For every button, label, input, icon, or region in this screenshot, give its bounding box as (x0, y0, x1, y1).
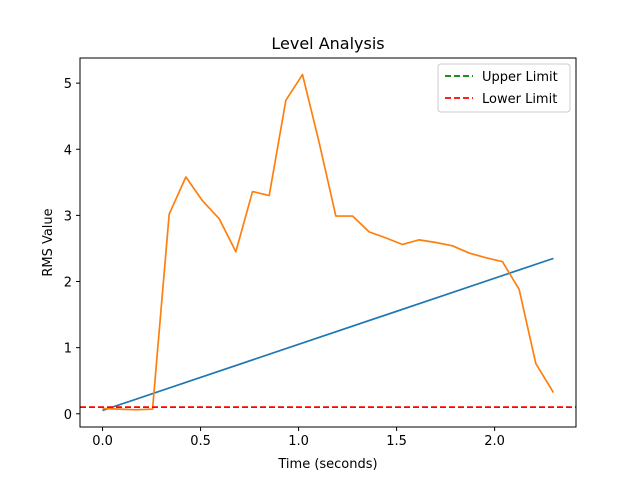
plot-area (80, 58, 576, 427)
series-layer (102, 73, 555, 412)
series-line-1 (102, 73, 555, 411)
x-tick-label: 0.0 (92, 434, 113, 449)
plot-frame (79, 57, 577, 428)
x-tick-label: 0.5 (190, 434, 211, 449)
x-axis-label: Time (seconds) (277, 457, 377, 472)
y-tick-label: 4 (64, 143, 72, 158)
y-tick-label: 1 (64, 342, 72, 357)
y-tick-label: 5 (64, 77, 72, 92)
y-tick-label: 0 (64, 408, 72, 423)
axis-ticks: 0.0 0.5 1.0 1.5 2.0 0 1 2 3 4 5 (64, 77, 505, 449)
legend-box (437, 63, 571, 113)
legend-label-lower-limit: Lower Limit (482, 92, 557, 107)
y-axis-label: RMS Value (41, 208, 56, 276)
y-tick-label: 2 (64, 276, 72, 291)
series-line-0 (102, 257, 554, 412)
legend: Upper Limit Lower Limit (437, 63, 571, 113)
x-tick-label: 2.0 (484, 434, 505, 449)
y-tick-label: 3 (64, 209, 72, 224)
x-tick-label: 1.0 (288, 434, 309, 449)
legend-label-upper-limit: Upper Limit (482, 70, 558, 85)
x-tick-label: 1.5 (386, 434, 407, 449)
chart-title: Level Analysis (271, 34, 384, 53)
